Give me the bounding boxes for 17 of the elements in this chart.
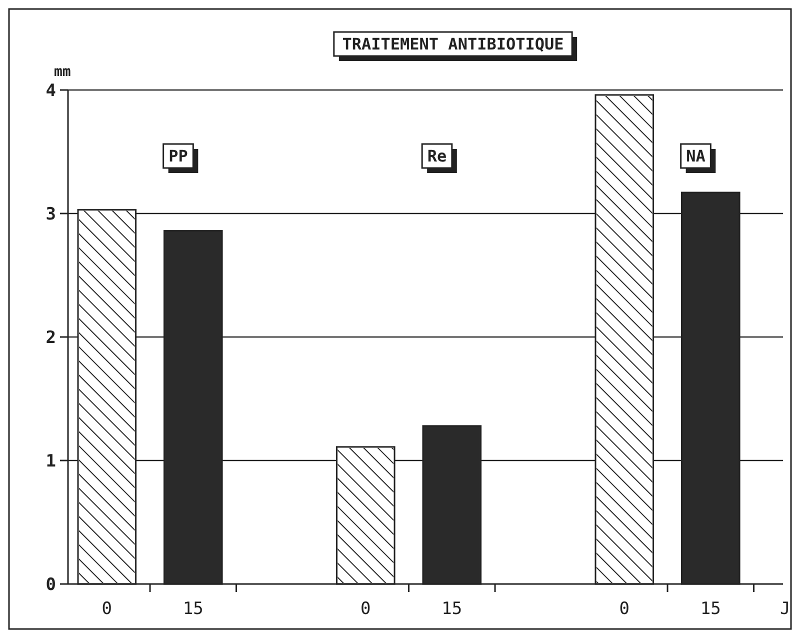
x-axis-title: J [780, 599, 790, 619]
x-tick-label: 0 [102, 599, 112, 619]
y-tick-label: 0 [46, 575, 56, 595]
x-tick-label: 0 [619, 599, 630, 619]
y-tick-label: 1 [46, 452, 56, 472]
x-tick-label: 15 [442, 599, 462, 619]
y-tick-label: 4 [46, 81, 56, 101]
x-tick-label: 0 [360, 599, 371, 619]
x-tick-label: 15 [700, 599, 721, 619]
annotation: NA [686, 146, 706, 166]
annotation: PP [168, 146, 188, 166]
annotation: Re [427, 146, 447, 166]
y-tick-label: 3 [46, 204, 56, 224]
y-tick-label: 2 [46, 328, 56, 348]
y-axis-title: mm [54, 64, 71, 80]
chart-title: TRAITEMENT ANTIBIOTIQUE [342, 34, 564, 54]
x-tick-label: 15 [182, 599, 204, 619]
